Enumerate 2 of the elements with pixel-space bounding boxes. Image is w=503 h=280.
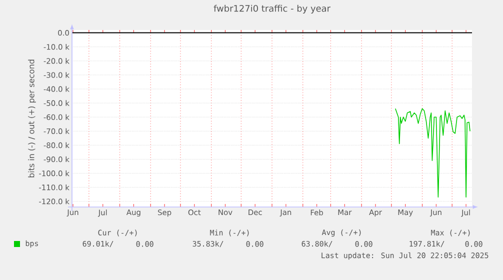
line-series bbox=[394, 108, 470, 198]
chart-title: fwbr127i0 traffic - by year bbox=[214, 4, 330, 14]
